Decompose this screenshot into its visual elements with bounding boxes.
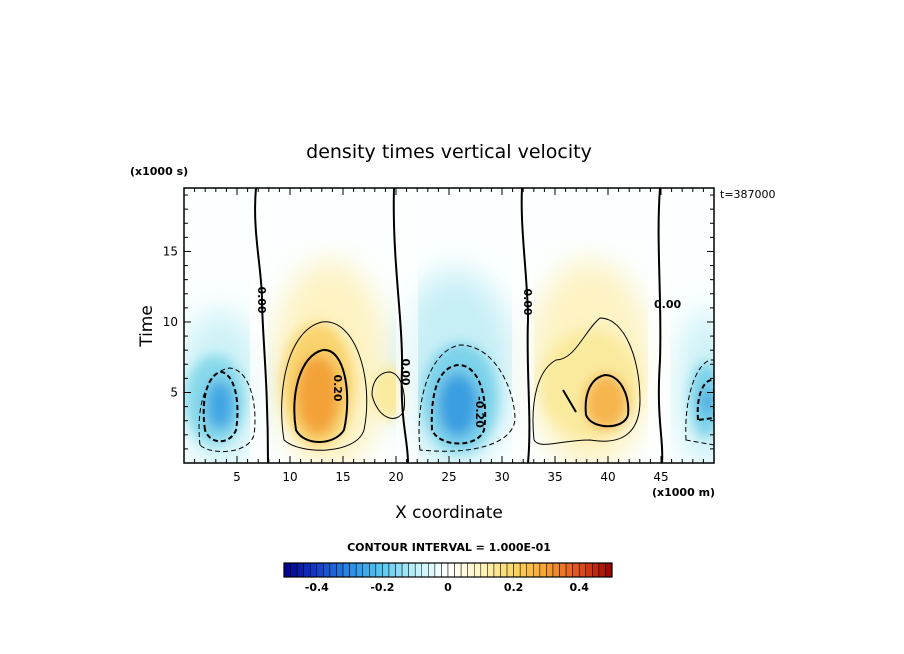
colorbar-swatch	[303, 562, 311, 578]
contour-label-2: 0.00	[399, 358, 412, 385]
x-units-label: (x1000 m)	[652, 486, 715, 499]
y-tick-label: 15	[163, 244, 178, 258]
colorbar-swatch	[414, 562, 423, 578]
chart-title: density times vertical velocity	[306, 141, 592, 163]
x-tick-label: 20	[388, 470, 403, 484]
colorbar-swatch	[592, 562, 600, 578]
colorbar-tick-label: 0.4	[569, 581, 589, 594]
colorbar-swatch	[513, 562, 521, 578]
contour-interval-text: CONTOUR INTERVAL = 1.000E-01	[347, 541, 551, 554]
colorbar-swatch	[290, 562, 298, 578]
colorbar-swatch	[546, 562, 554, 578]
x-tick-label: 10	[282, 470, 297, 484]
contour-label-1: 0.00	[255, 286, 268, 313]
y-axis: 5 10 15	[163, 194, 714, 450]
x-tick-label: 25	[441, 470, 456, 484]
colorbar-swatch	[421, 562, 429, 578]
colorbar-swatch	[296, 562, 304, 578]
x-axis-title: X coordinate	[395, 503, 503, 523]
colorbar-swatch	[408, 562, 416, 578]
colorbar-tick-label: -0.4	[305, 581, 329, 594]
colorbar-swatch	[355, 562, 363, 578]
colorbar-swatch	[369, 562, 377, 578]
colorbar-swatch	[454, 562, 462, 578]
contour-label-4: 0.00	[654, 298, 681, 311]
colorbar-tick-label: -0.2	[370, 581, 394, 594]
colorbar-swatch	[533, 562, 541, 578]
contour-label-3: 0.00	[521, 288, 534, 315]
colorbar-swatch	[467, 562, 475, 578]
colorbar-swatch	[539, 562, 547, 578]
x-axis: 5 10 15 20 25 30 35 40 45	[194, 188, 704, 484]
colorbar-swatch	[506, 562, 514, 578]
heatmap-field	[184, 188, 714, 463]
contour-label-6: -0.20	[473, 396, 486, 428]
x-tick-label: 35	[547, 470, 562, 484]
colorbar-swatch	[309, 562, 318, 578]
time-stamp: t=387000	[720, 188, 776, 201]
y-units-label: (x1000 s)	[130, 165, 188, 178]
contour-labels: 0.00 0.00 0.00 0.00 0.20 -0.20	[255, 286, 681, 428]
colorbar-swatch	[362, 562, 370, 578]
colorbar-swatch	[552, 562, 560, 578]
y-axis-title: Time	[137, 305, 157, 348]
colorbar-swatch	[323, 562, 331, 578]
x-tick-label: 30	[494, 470, 509, 484]
colorbar-swatch	[342, 562, 350, 578]
colorbar-swatch	[395, 562, 403, 578]
colorbar-tick-label: 0.2	[504, 581, 524, 594]
colorbar: -0.4 -0.2 0 0.2 0.4	[283, 562, 613, 594]
colorbar-swatch	[447, 562, 455, 578]
colorbar-swatch	[605, 562, 613, 578]
colorbar-swatch	[375, 562, 383, 578]
y-tick-label: 5	[170, 385, 178, 399]
colorbar-swatch	[460, 562, 468, 578]
colorbar-swatch	[382, 562, 390, 578]
colorbar-swatch	[519, 562, 527, 578]
colorbar-swatch	[598, 562, 606, 578]
x-tick-label: 15	[335, 470, 350, 484]
colorbar-swatch	[388, 562, 396, 578]
colorbar-swatch	[578, 562, 587, 578]
colorbar-swatch	[329, 562, 337, 578]
colorbar-swatch	[487, 562, 495, 578]
colorbar-tick-label: 0	[444, 581, 452, 594]
colorbar-swatch	[316, 562, 324, 578]
colorbar-swatch	[559, 562, 567, 578]
colorbar-swatch	[480, 562, 488, 578]
x-tick-label: 5	[233, 470, 241, 484]
colorbar-swatch	[336, 562, 344, 578]
colorbar-swatch	[500, 562, 508, 578]
colorbar-swatch	[585, 562, 593, 578]
colorbar-swatch	[441, 562, 449, 578]
colorbar-swatch	[526, 562, 534, 578]
colorbar-swatch	[572, 562, 580, 578]
colorbar-swatch	[434, 562, 442, 578]
x-tick-label: 40	[600, 470, 615, 484]
colorbar-swatch	[401, 562, 409, 578]
y-tick-label: 10	[163, 315, 178, 329]
colorbar-swatch	[493, 562, 501, 578]
x-tick-label: 45	[653, 470, 668, 484]
colorbar-swatch	[473, 562, 482, 578]
colorbar-swatch	[428, 562, 436, 578]
colorbar-swatch	[565, 562, 573, 578]
colorbar-frame	[283, 562, 613, 578]
colorbar-swatch	[349, 562, 357, 578]
contour-lines	[198, 188, 714, 463]
colorbar-swatch	[283, 562, 291, 578]
contour-label-5: 0.20	[331, 374, 344, 401]
